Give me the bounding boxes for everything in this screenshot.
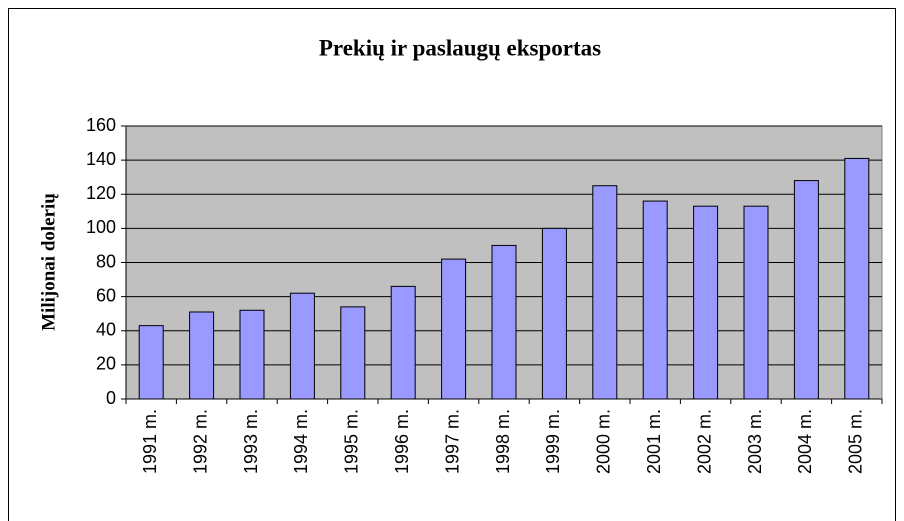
y-axis-label: Milijonai dolerių bbox=[38, 193, 59, 331]
bar bbox=[793, 180, 819, 400]
chart-title: Prekių ir paslaugų eksportas bbox=[319, 35, 601, 60]
bar bbox=[491, 244, 517, 400]
y-tick-label: 100 bbox=[86, 217, 116, 237]
bar bbox=[642, 200, 668, 400]
x-tick-label: 2003 m. bbox=[745, 409, 765, 474]
bar bbox=[592, 185, 618, 400]
x-tick-label: 1991 m. bbox=[140, 409, 160, 474]
x-tick-label: 1995 m. bbox=[342, 409, 362, 474]
bar bbox=[390, 285, 416, 400]
bar bbox=[541, 227, 567, 400]
x-tick-label: 2002 m. bbox=[694, 409, 714, 474]
bar bbox=[189, 311, 215, 400]
x-tick-label: 2000 m. bbox=[594, 409, 614, 474]
x-tick-label: 1996 m. bbox=[392, 409, 412, 474]
x-tick-label: 1997 m. bbox=[442, 409, 462, 474]
x-tick-label: 1994 m. bbox=[291, 409, 311, 474]
y-tick-label: 0 bbox=[106, 388, 116, 408]
y-tick-label: 40 bbox=[96, 320, 116, 340]
x-tick-label: 1992 m. bbox=[190, 409, 210, 474]
bar bbox=[693, 205, 719, 400]
y-tick-label: 120 bbox=[86, 183, 116, 203]
bar bbox=[138, 325, 164, 400]
x-tick-label: 1998 m. bbox=[493, 409, 513, 474]
y-tick-label: 140 bbox=[86, 149, 116, 169]
y-tick-label: 20 bbox=[96, 354, 116, 374]
bar bbox=[289, 292, 315, 400]
x-tick-label: 2005 m. bbox=[846, 409, 866, 474]
y-tick-label: 80 bbox=[96, 251, 116, 271]
bar bbox=[239, 309, 265, 400]
y-tick-label: 60 bbox=[96, 285, 116, 305]
y-tick-label: 160 bbox=[86, 115, 116, 135]
bar bbox=[340, 306, 366, 400]
x-tick-label: 1993 m. bbox=[241, 409, 261, 474]
x-tick-label: 2001 m. bbox=[644, 409, 664, 474]
x-tick-label: 2004 m. bbox=[795, 409, 815, 474]
bar bbox=[743, 205, 769, 400]
bar bbox=[844, 157, 870, 400]
bar bbox=[441, 258, 467, 400]
x-tick-label: 1999 m. bbox=[543, 409, 563, 474]
